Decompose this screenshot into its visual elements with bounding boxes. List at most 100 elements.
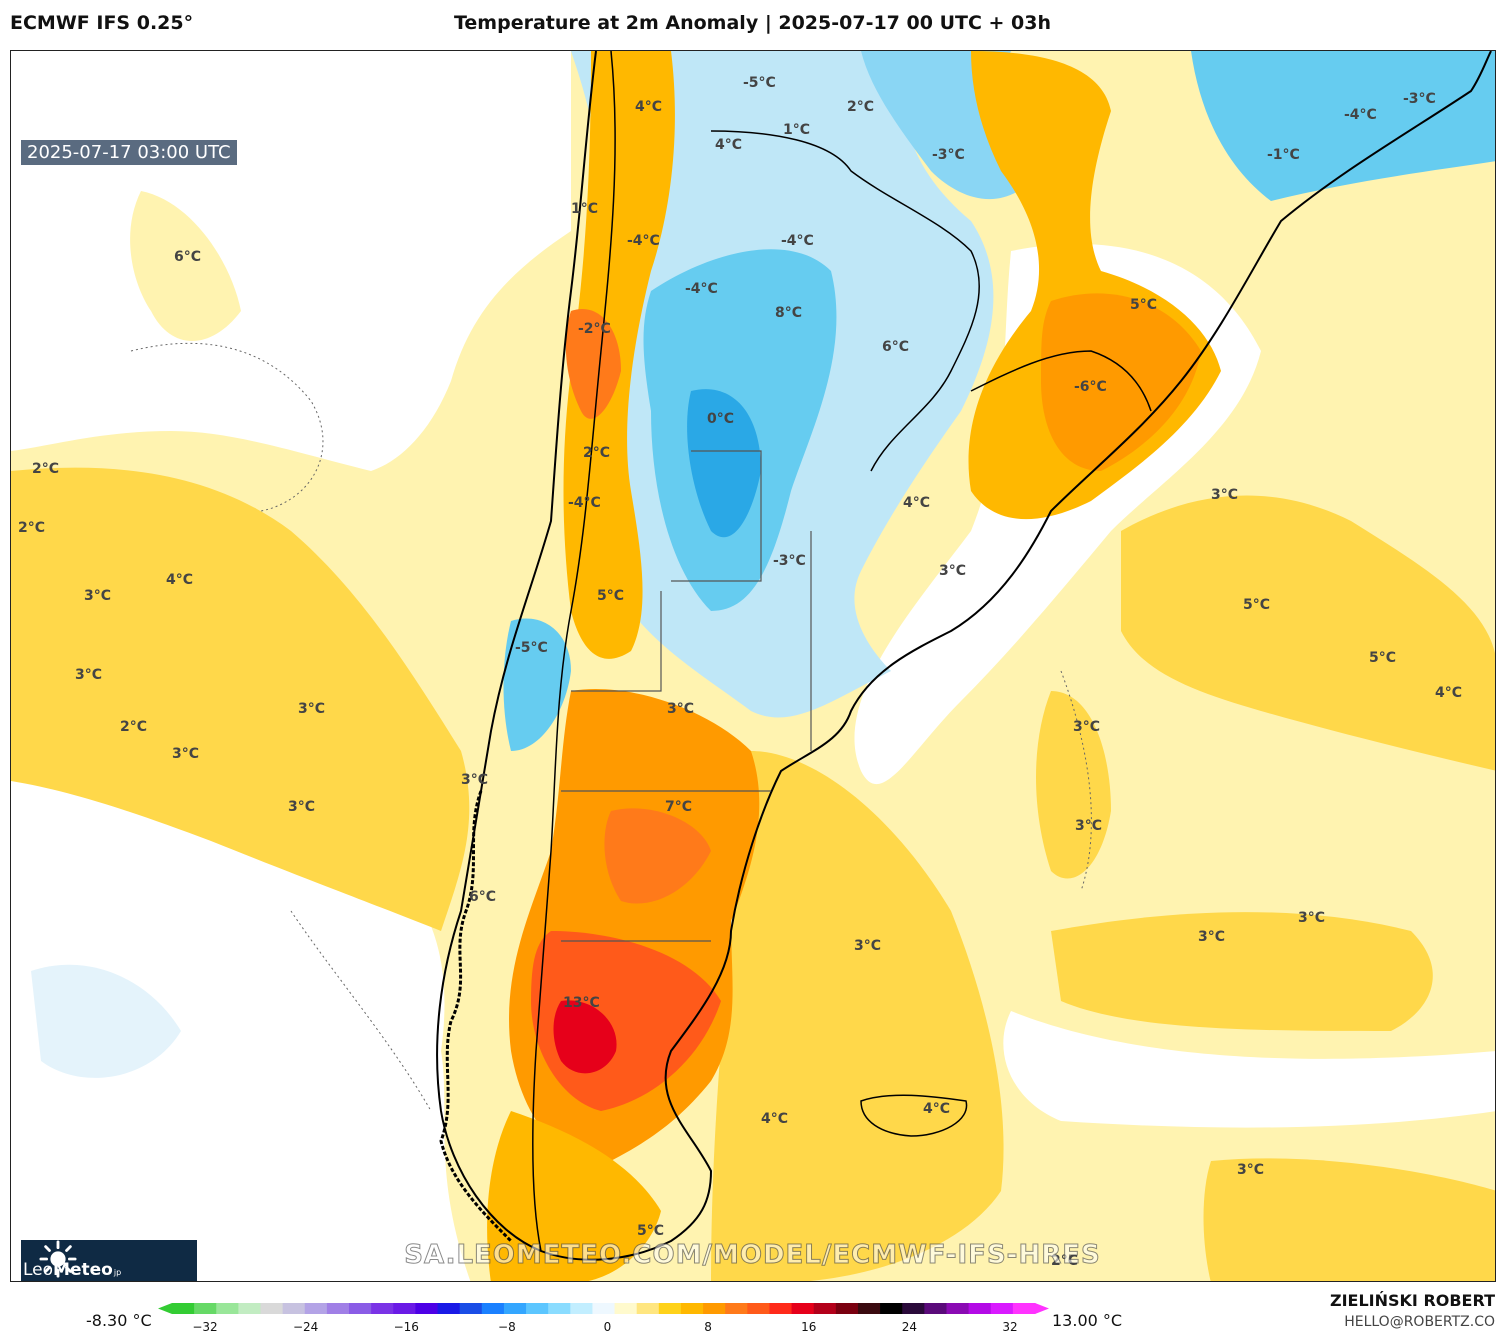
temperature-labels: 4°C -5°C 1°C 2°C 4°C -3°C -4°C -3°C -1°C 1°C 6°C -4… xyxy=(18,75,1462,1269)
temperature-label: -5°C xyxy=(515,640,548,656)
colorbar-swatch xyxy=(592,1303,616,1314)
colorbar-swatch xyxy=(415,1303,439,1314)
zero-anomaly-region xyxy=(1003,1011,1495,1128)
warm-region xyxy=(487,1111,661,1281)
temperature-label: 2°C xyxy=(32,461,59,477)
warm-band xyxy=(11,467,470,931)
temperature-label: 6°C xyxy=(174,249,201,265)
author-email[interactable]: HELLO@ROBERTZ.CO xyxy=(1344,1314,1495,1330)
colorbar-swatch xyxy=(791,1303,815,1314)
temperature-label: 1°C xyxy=(571,201,598,217)
colorbar-segments xyxy=(158,1303,1049,1314)
temperature-label: -4°C xyxy=(781,233,814,249)
model-name: ECMWF IFS 0.25° xyxy=(10,12,194,34)
temperature-label: -5°C xyxy=(743,75,776,91)
temperature-label: -1°C xyxy=(1267,147,1300,163)
temperature-label: 3°C xyxy=(75,667,102,683)
source-watermark: SA.LEOMETEO.COM/MODEL/ECMWF-IFS-HRES xyxy=(404,1240,1101,1271)
colorbar-swatch xyxy=(902,1303,925,1314)
temperature-label: 5°C xyxy=(1243,597,1270,613)
temperature-label: 2°C xyxy=(1051,1253,1078,1269)
temperature-label: -4°C xyxy=(1344,107,1377,123)
colorbar-tick-label: 32 xyxy=(1002,1320,1017,1334)
temperature-label: 3°C xyxy=(939,563,966,579)
temperature-label: 3°C xyxy=(298,701,325,717)
anomaly-patch xyxy=(130,191,241,341)
colorbar-swatch xyxy=(703,1303,726,1314)
leometeo-logo[interactable]: LeoMeteo jp xyxy=(21,1240,197,1281)
colorbar-swatch xyxy=(636,1303,660,1314)
temperature-label: 2°C xyxy=(120,719,147,735)
temperature-label: 2°C xyxy=(18,520,45,536)
temperature-label: 5°C xyxy=(1369,650,1396,666)
temperature-label: -2°C xyxy=(578,321,611,337)
colorbar-tick-label: −24 xyxy=(293,1320,318,1334)
temperature-label: 4°C xyxy=(1435,685,1462,701)
colorbar-tick-label: −16 xyxy=(394,1320,419,1334)
colorbar-swatch xyxy=(946,1303,970,1314)
province-lines xyxy=(561,450,812,942)
temperature-label: 3°C xyxy=(854,938,881,954)
colorbar-swatch xyxy=(304,1303,328,1314)
temperature-label: 3°C xyxy=(1198,929,1225,945)
temperature-label: 4°C xyxy=(715,137,742,153)
temperature-label: -6°C xyxy=(1074,379,1107,395)
temperature-label: 3°C xyxy=(288,799,315,815)
temperature-label: 4°C xyxy=(635,99,662,115)
logo-text: LeoMeteo xyxy=(23,1259,113,1280)
temperature-label: -4°C xyxy=(685,281,718,297)
colorbar-swatch xyxy=(924,1303,947,1314)
temperature-label: 2°C xyxy=(583,445,610,461)
temperature-label: 5°C xyxy=(597,588,624,604)
temperature-label: 13°C xyxy=(563,995,600,1011)
colorbar-swatch xyxy=(570,1303,593,1314)
colorbar-swatch xyxy=(194,1303,217,1314)
colorbar-swatch xyxy=(835,1303,859,1314)
temperature-label: 4°C xyxy=(761,1111,788,1127)
colorbar-swatch xyxy=(813,1303,837,1314)
anomaly-map[interactable]: 4°C -5°C 1°C 2°C 4°C -3°C -4°C -3°C -1°C 1°C 6°C -4… xyxy=(10,50,1496,1282)
colorbar-tick-label: 24 xyxy=(902,1320,917,1334)
map-canvas: 4°C -5°C 1°C 2°C 4°C -3°C -4°C -3°C -1°C 1°C 6°C -4… xyxy=(11,51,1495,1281)
colorbar-swatch xyxy=(260,1303,284,1314)
colorbar-swatch xyxy=(238,1303,262,1314)
cold-patch xyxy=(31,964,181,1078)
colorbar-swatch xyxy=(172,1303,195,1314)
colorbar-swatch xyxy=(990,1303,1014,1314)
colorbar-swatch xyxy=(326,1303,350,1314)
temperature-label: 5°C xyxy=(1130,297,1157,313)
colorbar-tick-label: −32 xyxy=(192,1320,217,1334)
uruguay-border xyxy=(970,350,1152,412)
cold-region xyxy=(1191,51,1495,201)
colorbar-swatch xyxy=(216,1303,239,1314)
warm-band xyxy=(1036,691,1111,879)
colorbar-min-label: -8.30 °C xyxy=(86,1311,152,1330)
temperature-label: -3°C xyxy=(773,553,806,569)
colorbar-swatch xyxy=(680,1303,704,1314)
chile-argentina-border xyxy=(531,51,616,1252)
valid-time-badge: 2025-07-17 03:00 UTC xyxy=(21,140,237,165)
temperature-label: 4°C xyxy=(923,1101,950,1117)
temperature-label: 6°C xyxy=(882,339,909,355)
temperature-label: 6°C xyxy=(469,889,496,905)
colorbar-ticks: −32 −24 −16 −8 0 8 16 24 32 xyxy=(192,1320,1017,1334)
colorbar-arrow xyxy=(158,1303,172,1314)
colorbar-max-label: 13.00 °C xyxy=(1052,1311,1123,1330)
colorbar-swatch xyxy=(349,1303,372,1314)
warm-band xyxy=(1051,912,1433,1031)
colorbar-swatch xyxy=(725,1303,748,1314)
temperature-label: 2°C xyxy=(847,99,874,115)
contour-line xyxy=(1060,670,1092,892)
warm-band xyxy=(711,751,1004,1281)
sun-icon xyxy=(39,1240,77,1278)
temperature-label: 3°C xyxy=(1075,818,1102,834)
warm-core xyxy=(1041,293,1201,471)
temperature-label: 7°C xyxy=(665,799,692,815)
temperature-label: 0°C xyxy=(707,411,734,427)
colorbar-tick-label: 8 xyxy=(704,1320,712,1334)
colorbar-swatch xyxy=(880,1303,903,1314)
temperature-label: 3°C xyxy=(1298,910,1325,926)
colorbar-swatch xyxy=(857,1303,881,1314)
warm-band xyxy=(1203,1158,1495,1281)
temperature-label: 1°C xyxy=(783,122,810,138)
